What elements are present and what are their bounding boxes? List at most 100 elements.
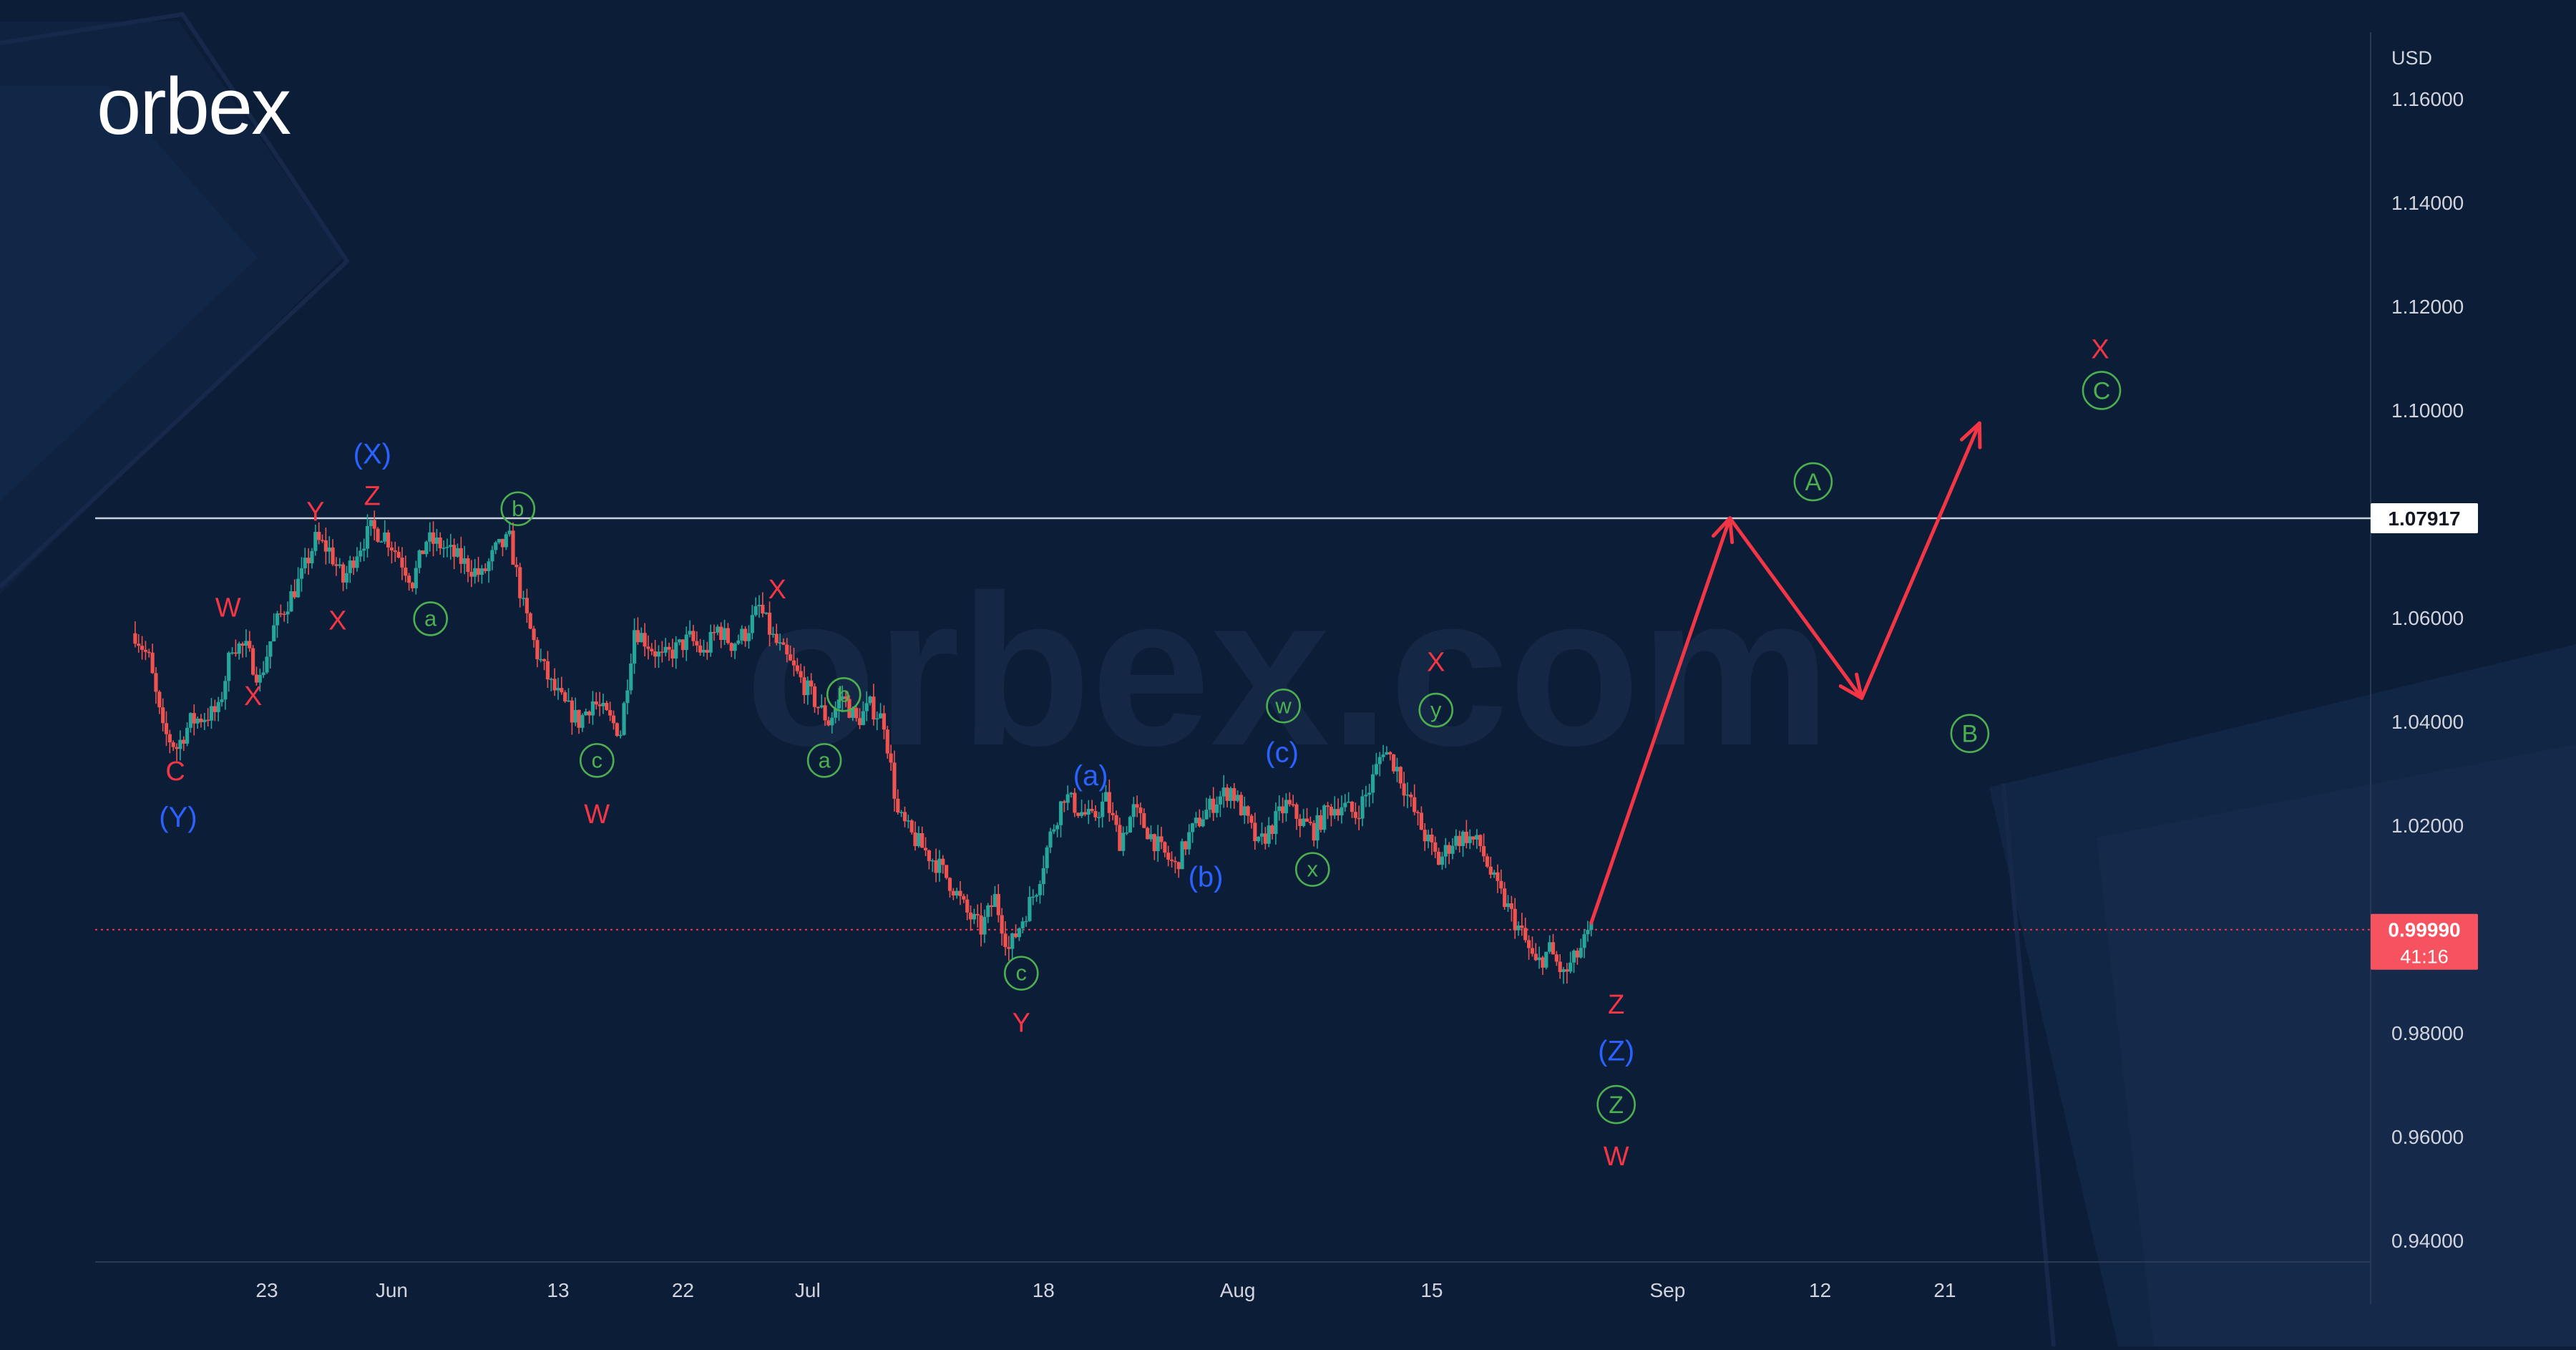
candle-body xyxy=(680,639,686,651)
candle-body xyxy=(1374,764,1379,774)
candle-body xyxy=(844,696,848,699)
candle-body xyxy=(1246,806,1250,816)
candle-body xyxy=(836,699,841,709)
wave-label-text: (Z) xyxy=(1598,1035,1634,1067)
candle-body xyxy=(778,642,782,644)
candle-body xyxy=(497,538,502,543)
candle-body xyxy=(1520,926,1524,928)
wave-label-text: Z xyxy=(364,482,381,512)
candle-body xyxy=(927,850,932,862)
candle-body xyxy=(729,643,733,651)
candle-body xyxy=(1388,752,1392,754)
candle-body xyxy=(1367,792,1372,795)
candle-body xyxy=(982,916,987,935)
candle-body xyxy=(563,692,567,701)
candle-body xyxy=(362,548,366,551)
candle-body xyxy=(930,860,935,862)
candle-body xyxy=(951,890,955,896)
candle-body xyxy=(469,571,474,577)
candle-body xyxy=(199,718,203,722)
candle-body xyxy=(178,739,182,749)
candle-body xyxy=(1419,812,1423,830)
candle-body xyxy=(1475,835,1479,840)
candle-body xyxy=(1024,921,1028,923)
candle-body xyxy=(407,576,411,583)
candle-body xyxy=(511,530,515,565)
candle-body xyxy=(327,547,331,552)
candle-body xyxy=(1329,807,1334,816)
candle-body xyxy=(1173,860,1178,863)
candle-body xyxy=(1385,752,1389,755)
candle-body xyxy=(1548,942,1552,952)
candle-body xyxy=(185,727,190,744)
candle-body xyxy=(344,573,349,583)
candle-body xyxy=(323,540,328,552)
candle-body xyxy=(992,893,997,908)
candle-body xyxy=(670,649,675,659)
candle-body xyxy=(1208,798,1212,810)
candle-body xyxy=(937,858,942,873)
candle-body xyxy=(854,708,859,719)
wave-label-circle xyxy=(1596,1084,1636,1125)
candle-body xyxy=(1402,783,1406,796)
candle-body xyxy=(955,890,959,896)
wave-label-circle xyxy=(1793,462,1833,502)
wave-label-text: W xyxy=(584,800,610,830)
candle-body xyxy=(1114,815,1118,825)
candle-body xyxy=(1148,834,1153,840)
candle-body xyxy=(313,532,318,551)
candle-body xyxy=(424,541,429,555)
candle-body xyxy=(1142,813,1146,828)
candle-body xyxy=(1103,792,1108,802)
candle-body xyxy=(622,703,626,735)
candle-body xyxy=(958,890,962,896)
wave-label-text: C xyxy=(2093,377,2111,404)
candle-body xyxy=(660,651,664,653)
candle-body xyxy=(310,550,314,563)
candlestick-series xyxy=(133,510,1594,984)
candle-body xyxy=(1156,836,1160,852)
candle-body xyxy=(743,628,748,641)
candle-body xyxy=(1589,921,1594,931)
candle-body xyxy=(934,860,938,873)
candle-body xyxy=(365,525,370,549)
candle-body xyxy=(1079,812,1084,816)
candle-body xyxy=(195,718,200,724)
candle-body xyxy=(386,532,391,548)
candle-body xyxy=(864,703,869,712)
candle-body xyxy=(1287,800,1292,805)
candle-body xyxy=(851,708,855,718)
wave-label: X xyxy=(769,575,786,605)
candle-body xyxy=(282,613,286,615)
candle-body xyxy=(348,560,352,573)
candle-body xyxy=(431,532,436,544)
candle-body xyxy=(767,612,772,635)
candle-body xyxy=(389,547,394,550)
candle-body xyxy=(494,542,498,550)
candle-body xyxy=(1398,767,1402,784)
wave-label: C xyxy=(165,757,185,787)
candle-body xyxy=(539,659,543,661)
candle-body xyxy=(719,626,723,641)
candle-body xyxy=(1499,880,1503,889)
candle-body xyxy=(733,644,737,651)
candle-body xyxy=(164,723,169,734)
bg-stripe-right-inner xyxy=(2097,744,2576,1346)
candle-body xyxy=(317,532,321,540)
wave-label-text: y xyxy=(1430,697,1442,722)
candle-body xyxy=(147,651,151,654)
candle-body xyxy=(1392,754,1396,772)
candle-body xyxy=(535,640,540,659)
candle-body xyxy=(1482,846,1486,857)
candle-body xyxy=(577,709,581,728)
wave-label: Y xyxy=(1013,1009,1030,1039)
candle-body xyxy=(293,591,297,598)
candle-body xyxy=(597,704,602,706)
candle-body xyxy=(320,540,325,541)
candle-body xyxy=(1201,819,1205,827)
candle-body xyxy=(899,812,904,813)
candle-body xyxy=(830,717,834,726)
candle-body xyxy=(816,706,820,709)
candle-body xyxy=(1426,835,1430,842)
